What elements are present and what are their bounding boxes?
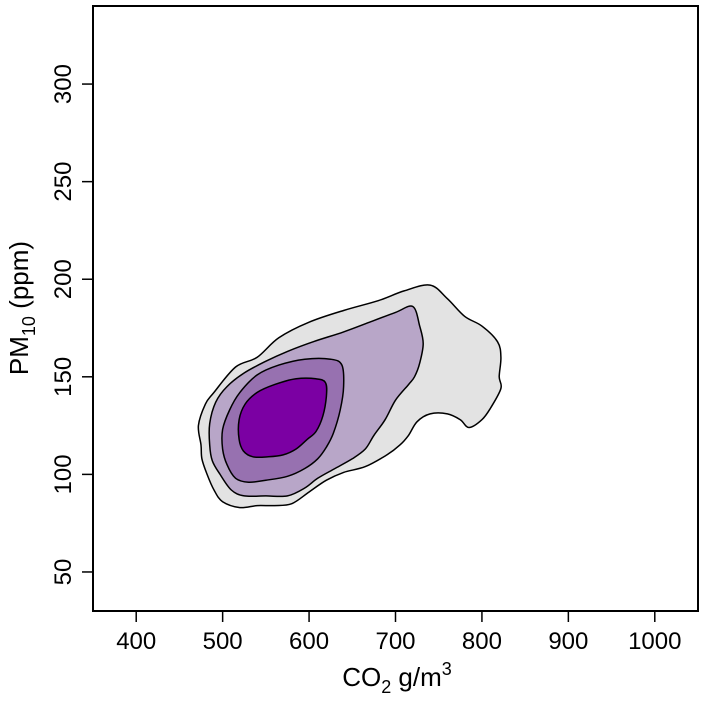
y-tick-label: 50 <box>50 559 77 586</box>
x-axis: 400 500 600 700 800 900 1000 <box>116 611 681 655</box>
y-axis: 50 100 150 200 250 300 <box>50 64 93 585</box>
x-axis-label: CO2 g/m3 <box>342 659 452 697</box>
contour-level-4 <box>237 377 328 459</box>
x-tick-label: 700 <box>375 628 415 655</box>
y-axis-label: PM10 (ppm) <box>4 241 39 375</box>
x-tick-label: 900 <box>548 628 588 655</box>
y-tick-label: 150 <box>50 357 77 397</box>
x-tick-label: 800 <box>462 628 502 655</box>
x-tick-label: 600 <box>289 628 329 655</box>
x-tick-label: 400 <box>116 628 156 655</box>
y-tick-label: 200 <box>50 259 77 299</box>
y-tick-label: 250 <box>50 162 77 202</box>
x-tick-label: 500 <box>203 628 243 655</box>
x-tick-label: 1000 <box>628 628 681 655</box>
y-tick-label: 300 <box>50 64 77 104</box>
y-tick-label: 100 <box>50 454 77 494</box>
plot-layer <box>197 284 503 509</box>
